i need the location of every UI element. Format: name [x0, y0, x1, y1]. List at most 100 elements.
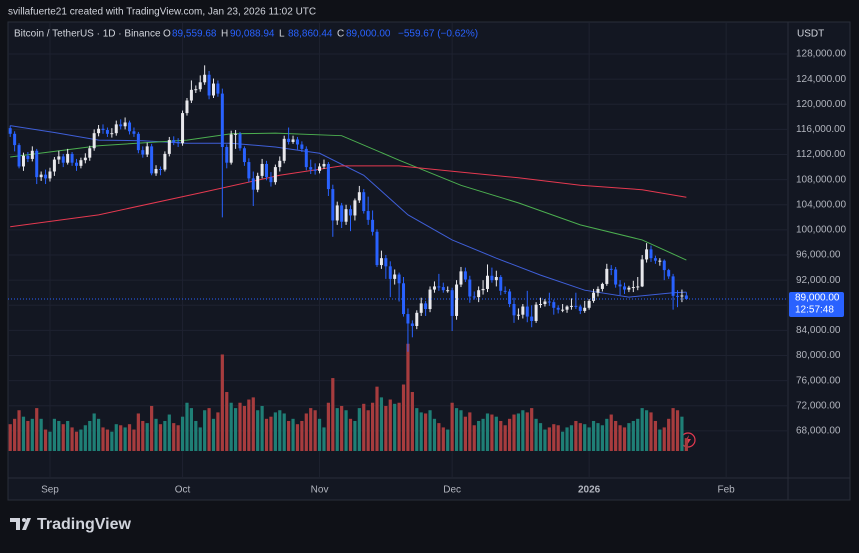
candle-body: [300, 144, 304, 149]
volume-bar: [605, 418, 609, 451]
volume-bar: [194, 420, 198, 451]
volume-bar: [353, 420, 357, 451]
volume-bar: [375, 386, 379, 451]
candle-body: [503, 290, 507, 292]
volume-bar: [459, 410, 463, 451]
volume-bar: [397, 402, 401, 451]
candle-body: [415, 312, 419, 326]
candle-body: [313, 169, 317, 171]
volume-bar: [150, 405, 154, 451]
volume-bar: [507, 418, 512, 451]
volume-bar: [441, 427, 445, 451]
candle-body: [185, 100, 189, 114]
candle-body: [225, 146, 229, 163]
volume-bar: [61, 424, 65, 451]
volume-bar: [468, 412, 472, 451]
candle-body: [662, 260, 666, 271]
candle-body: [194, 89, 198, 91]
y-tick-label: 68,000.00: [796, 426, 841, 437]
volume-bar: [640, 408, 644, 451]
volume-bar: [547, 427, 551, 451]
volume-bar: [114, 424, 118, 451]
candle-body: [52, 159, 56, 172]
volume-bar: [512, 414, 516, 451]
volume-bar: [662, 427, 666, 451]
ohlc-value: 89,000.00: [346, 29, 391, 40]
volume-bar: [331, 378, 335, 451]
candle-body: [357, 192, 361, 201]
candle-body: [110, 133, 114, 135]
candle-body: [362, 192, 366, 212]
volume-bar: [242, 405, 247, 451]
candle-body: [494, 277, 498, 281]
volume-bar: [26, 420, 30, 451]
brand-logo: TradingView: [10, 516, 132, 533]
volume-bar: [39, 418, 43, 451]
volume-bar: [565, 427, 569, 451]
volume-bar: [596, 423, 600, 451]
volume-bar: [340, 405, 344, 451]
volume-bar: [614, 420, 618, 451]
attribution: svillafuerte21 created with TradingView.…: [8, 7, 316, 18]
volume-bar: [521, 410, 525, 451]
volume-bar: [238, 402, 242, 451]
volume-bar: [543, 429, 547, 451]
candle-body: [30, 150, 34, 159]
candle-body: [384, 258, 388, 267]
volume-bar: [189, 408, 193, 451]
ohlc-key: H: [221, 29, 228, 40]
volume-bar: [233, 408, 238, 451]
candle-body: [684, 295, 688, 299]
candle-body: [463, 271, 467, 280]
candle-body: [295, 139, 299, 145]
candle-body: [79, 160, 83, 166]
y-tick-label: 104,000.00: [796, 199, 846, 210]
candle-body: [574, 305, 578, 307]
candle-body: [627, 287, 631, 290]
candle-body: [428, 289, 432, 310]
volume-bar: [384, 405, 388, 451]
candle-body: [596, 288, 600, 293]
volume-bar: [66, 420, 70, 451]
volume-bar: [322, 427, 326, 451]
candle-body: [304, 148, 308, 168]
volume-bar: [591, 420, 596, 451]
volume-bar: [35, 408, 39, 451]
volume-bar: [609, 414, 613, 451]
volume-bar: [21, 416, 26, 451]
candle-body: [21, 155, 25, 167]
candle-body: [477, 290, 481, 298]
candle-body: [516, 314, 520, 316]
candle-body: [88, 148, 92, 158]
candle-body: [39, 174, 43, 178]
x-tick-label: Oct: [175, 485, 191, 496]
volume-bar: [313, 410, 317, 451]
candle-body: [622, 286, 626, 290]
candle-body: [649, 249, 653, 259]
candle-body: [658, 260, 662, 262]
volume-bar: [247, 399, 251, 451]
ohlc-key: L: [279, 29, 285, 40]
candle-body: [229, 134, 233, 163]
x-tick-label: Nov: [311, 485, 329, 496]
y-tick-label: 96,000.00: [796, 250, 841, 261]
volume-bar: [587, 427, 591, 451]
volume-bar: [251, 397, 255, 451]
volume-bar: [344, 410, 348, 451]
candle-body: [13, 133, 17, 146]
candle-body: [238, 133, 242, 149]
candle-body: [74, 162, 78, 166]
candle-body: [256, 175, 260, 190]
candle-body: [203, 74, 207, 83]
volume-bar: [264, 418, 269, 451]
candle-body: [216, 83, 220, 94]
candle-body: [105, 130, 109, 134]
candle-body: [446, 290, 450, 292]
candle-body: [136, 133, 140, 151]
candle-body: [512, 304, 516, 316]
candle-body: [667, 270, 671, 277]
x-tick-label: Feb: [718, 485, 736, 496]
volume-bar: [556, 425, 560, 451]
volume-bar: [136, 413, 140, 451]
ohlc-value: 90,088.94: [230, 29, 275, 40]
